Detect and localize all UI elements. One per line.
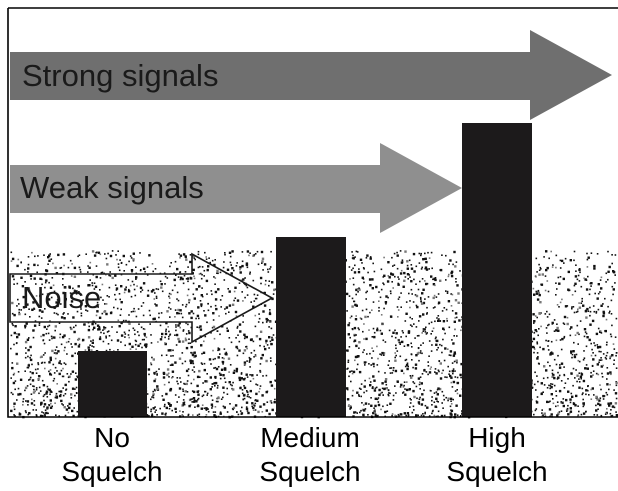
noise-label: Noise [22, 280, 101, 315]
high-squelch-bar [462, 123, 532, 417]
no-squelch-label-line2: Squelch [61, 456, 162, 487]
no-squelch-label-line1: No [94, 422, 130, 453]
diagram-frame [7, 7, 618, 418]
medium-squelch-bar [276, 237, 346, 417]
noise-arrow: Noise [9, 252, 274, 344]
medium-squelch-label-line1: Medium [260, 422, 360, 453]
noise-arrow-shape [9, 252, 274, 344]
no-squelch-bar [78, 351, 147, 417]
weak-signals-arrow: Weak signals [10, 143, 462, 233]
strong-signals-label: Strong signals [22, 58, 218, 93]
high-squelch-label-line2: Squelch [446, 456, 547, 487]
weak-signals-arrow-shape [10, 143, 462, 233]
strong-signals-arrow-shape [10, 30, 612, 120]
high-squelch-label-line1: High [468, 422, 526, 453]
medium-squelch-label-line2: Squelch [259, 456, 360, 487]
weak-signals-label: Weak signals [20, 170, 204, 205]
strong-signals-arrow: Strong signals [10, 30, 612, 120]
